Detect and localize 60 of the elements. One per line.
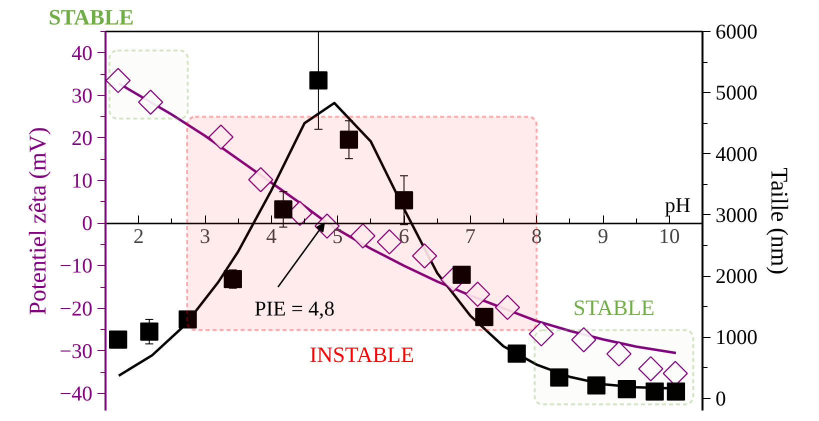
point [274,200,292,218]
y2-tick-label: 1000 [716,325,758,350]
band-label: INSTABLE [310,342,414,368]
point [666,382,686,401]
point [646,382,664,401]
point [109,330,128,349]
point [618,380,636,398]
x-tick-label: 4 [266,224,278,248]
point [178,310,197,329]
point [394,191,414,210]
point [412,243,438,269]
point [528,321,554,346]
point [350,223,376,249]
x-tick-label: 5 [332,224,343,248]
y2-tick-label: 0 [716,386,726,410]
point [571,327,596,352]
band-label: STABLE [48,4,134,30]
y-axis-title: Potentiel zêta (mV) [26,127,52,315]
point [606,341,632,366]
point [494,294,520,320]
point [140,322,158,341]
point [106,68,131,94]
y-tick-label: 30 [72,83,92,108]
y-tick-label: −20 [60,296,92,320]
point [587,376,606,395]
point [475,308,494,326]
y-tick-label: 10 [72,168,92,193]
point [208,124,234,150]
point [309,71,328,90]
y-tick-label: −10 [60,254,92,278]
y-tick-label: 40 [72,40,92,65]
point [638,356,664,382]
x-axis-title: pH [664,193,691,218]
y-tick-label: 0 [82,211,92,236]
y-tick-label: −40 [60,381,92,406]
x-tick-label: 8 [531,224,542,248]
x-tick-label: 2 [133,224,144,248]
point [550,368,568,387]
x-tick-label: 10 [658,224,680,248]
point [340,130,358,149]
point [508,344,526,363]
x-tick-label: 6 [398,224,410,248]
y2-tick-label: 3000 [716,202,758,227]
y2-tick-label: 6000 [716,20,758,44]
point [224,270,242,288]
point [248,167,274,192]
y-tick-label: −30 [60,338,92,363]
annotation: PIE = 4,8 [254,296,335,320]
x-tick-label: 9 [598,224,608,248]
point [452,266,471,284]
y2-axis-title: Taille (nm) [766,168,792,274]
point [138,90,164,115]
y2-tick-label: 4000 [716,142,758,166]
y-tick-label: 20 [72,126,92,150]
y2-tick-label: 5000 [716,80,758,105]
y2-tick-label: 2000 [716,264,758,288]
x-tick-label: 3 [200,224,210,248]
band-label: STABLE [573,295,655,320]
point [465,282,490,307]
x-tick-label: 7 [465,224,476,248]
